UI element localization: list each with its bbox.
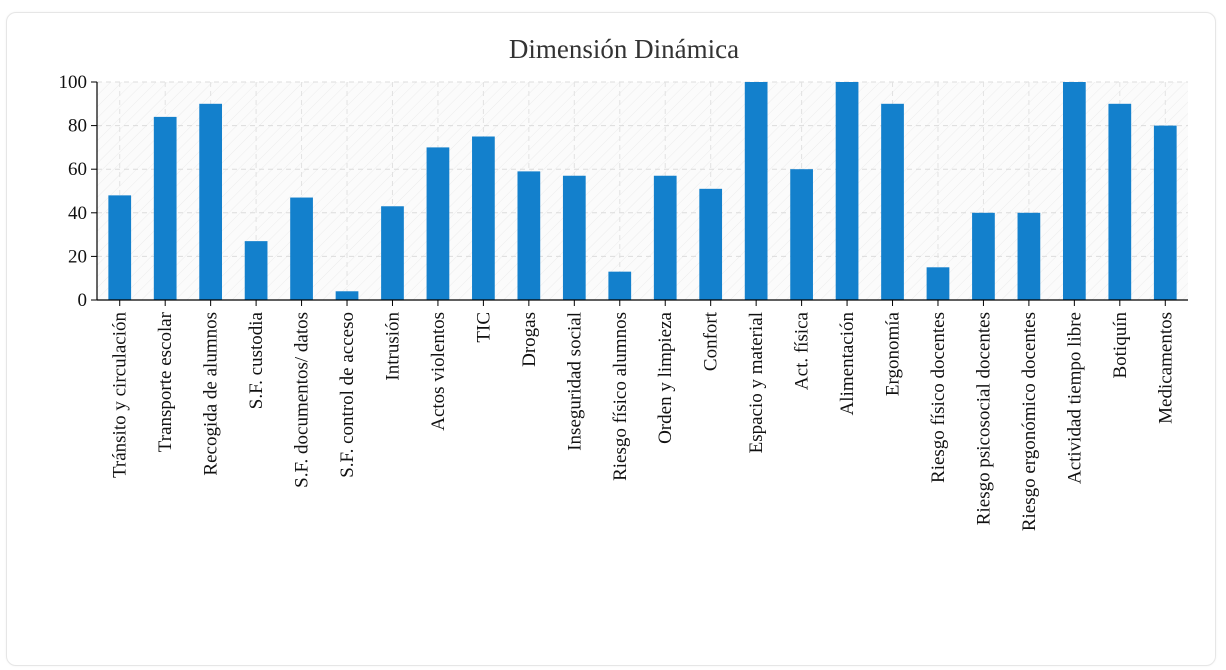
x-tick-label: S.F. custodia — [246, 311, 267, 409]
bar — [245, 241, 268, 300]
x-tick-label: Riesgo ergonómico docentes — [1019, 312, 1040, 531]
bar — [290, 198, 313, 300]
bar — [745, 82, 768, 300]
bar — [427, 147, 450, 300]
x-tick-label: Espacio y material — [746, 312, 767, 453]
bar — [1154, 126, 1177, 300]
bar — [608, 272, 631, 300]
x-tick-label: Tránsito y circulación — [110, 312, 131, 479]
bar — [836, 82, 859, 300]
bar — [1018, 213, 1041, 300]
x-tick-label: S.F. documentos/ datos — [292, 312, 313, 488]
bar — [472, 137, 495, 301]
y-tick-label: 80 — [68, 116, 87, 137]
x-tick-label: Riesgo psicosocial docentes — [973, 312, 994, 525]
bar — [108, 195, 131, 300]
bar — [972, 213, 995, 300]
y-tick-label: 0 — [78, 290, 88, 311]
x-tick-label: Riesgo físico docentes — [928, 312, 949, 483]
x-tick-label: Drogas — [519, 312, 540, 367]
x-tick-label: Intrusión — [382, 312, 403, 381]
y-tick-label: 40 — [68, 203, 87, 224]
bar — [563, 176, 586, 300]
y-tick-label: 20 — [68, 246, 87, 267]
x-tick-label: Medicamentos — [1155, 312, 1176, 424]
x-tick-label: Botiquín — [1110, 312, 1131, 379]
bar — [927, 267, 950, 300]
bar — [381, 206, 404, 300]
bar — [199, 104, 222, 300]
y-tick-label: 100 — [59, 72, 88, 93]
bar — [699, 189, 722, 300]
bar — [654, 176, 677, 300]
x-tick-label: Inseguridad social — [564, 312, 585, 451]
bar — [790, 169, 813, 300]
bar — [517, 171, 540, 300]
bar — [881, 104, 904, 300]
x-tick-label: Recogida de alumnos — [201, 312, 222, 476]
bar — [1063, 82, 1086, 300]
x-tick-label: Act. física — [792, 311, 813, 390]
x-tick-label: TIC — [473, 312, 494, 343]
x-tick-labels: Tránsito y circulación Transporte escolar… — [110, 311, 1177, 531]
bar — [1108, 104, 1131, 300]
y-tick-labels: 0 20 40 60 80 100 — [59, 72, 88, 311]
x-tick-label: Transporte escolar — [155, 311, 176, 452]
y-tick-label: 60 — [68, 159, 87, 180]
x-tick-label: Confort — [701, 311, 722, 371]
chart-title: Dimensión Dinámica — [509, 34, 739, 64]
x-tick-label: Actos violentos — [428, 312, 449, 431]
x-tick-label: Ergonomía — [883, 311, 904, 396]
x-tick-label: S.F. control de acceso — [337, 312, 358, 478]
bar — [154, 117, 177, 300]
x-tick-label: Actividad tiempo libre — [1064, 312, 1085, 484]
x-tick-label: Riesgo físico alumnos — [610, 312, 631, 481]
x-tick-label: Orden y limpieza — [655, 311, 676, 443]
bar — [336, 291, 359, 300]
x-tick-label: Alimentación — [837, 312, 858, 416]
